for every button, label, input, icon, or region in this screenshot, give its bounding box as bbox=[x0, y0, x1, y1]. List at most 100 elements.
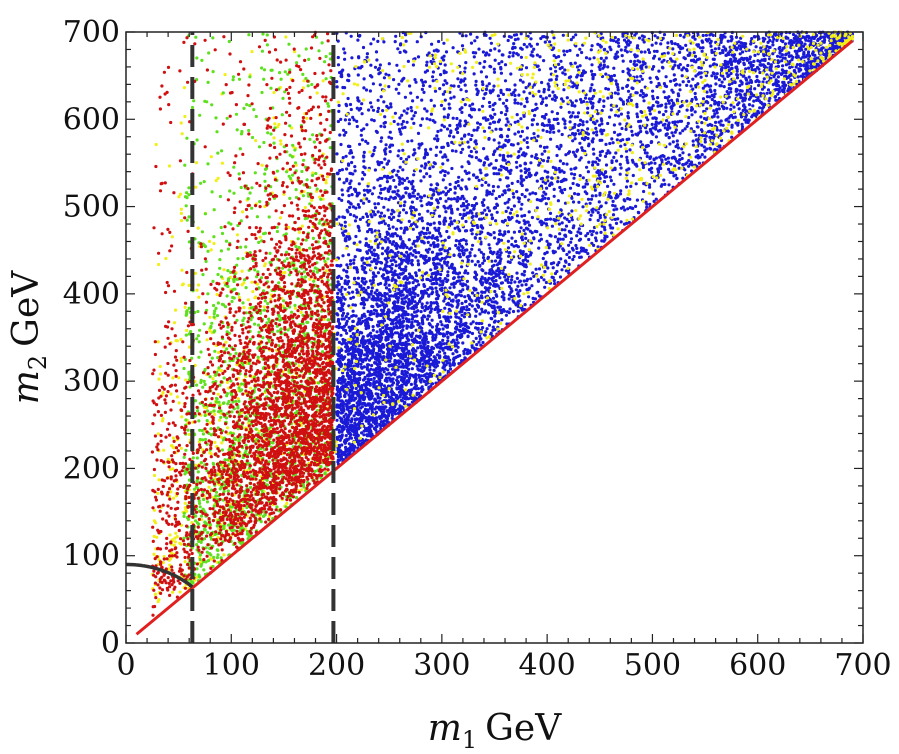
scatter-point bbox=[667, 183, 671, 187]
scatter-point bbox=[464, 242, 469, 246]
scatter-point bbox=[475, 321, 479, 325]
scatter-point bbox=[519, 46, 523, 50]
scatter-point bbox=[450, 140, 454, 144]
scatter-point bbox=[671, 134, 675, 138]
scatter-point bbox=[335, 80, 339, 84]
scatter-point bbox=[440, 123, 444, 127]
scatter-point bbox=[568, 186, 573, 190]
scatter-point bbox=[460, 106, 464, 110]
scatter-point bbox=[574, 33, 578, 37]
scatter-point bbox=[366, 285, 370, 290]
scatter-point bbox=[380, 136, 384, 140]
scatter-point bbox=[455, 327, 459, 331]
scatter-point bbox=[606, 184, 610, 188]
scatter-point bbox=[720, 80, 724, 84]
scatter-point bbox=[397, 127, 402, 131]
scatter-point bbox=[595, 130, 599, 134]
scatter-point bbox=[598, 150, 603, 154]
scatter-point bbox=[793, 49, 797, 53]
scatter-point bbox=[778, 86, 782, 90]
scatter-point bbox=[482, 163, 486, 167]
scatter-point bbox=[646, 48, 651, 52]
scatter-point bbox=[451, 352, 455, 356]
scatter-point bbox=[490, 305, 494, 309]
scatter-point bbox=[731, 116, 735, 120]
scatter-point bbox=[454, 149, 458, 153]
scatter-point bbox=[406, 139, 410, 143]
scatter-point bbox=[563, 122, 567, 126]
scatter-point bbox=[633, 55, 638, 59]
scatter-point bbox=[784, 53, 788, 57]
scatter-point bbox=[523, 303, 527, 307]
scatter-point bbox=[576, 128, 580, 133]
scatter-point bbox=[370, 363, 374, 368]
scatter-point bbox=[563, 126, 567, 130]
scatter-point bbox=[336, 119, 340, 124]
scatter-point bbox=[516, 284, 520, 288]
scatter-point bbox=[357, 182, 361, 186]
scatter-point bbox=[804, 38, 808, 42]
scatter-point bbox=[411, 153, 415, 157]
scatter-point bbox=[505, 109, 509, 113]
scatter-point bbox=[566, 151, 571, 155]
scatter-point bbox=[523, 232, 527, 236]
scatter-point bbox=[576, 115, 580, 119]
scatter-point bbox=[649, 80, 653, 84]
scatter-point bbox=[739, 47, 743, 51]
scatter-point bbox=[363, 377, 367, 381]
scatter-point bbox=[419, 199, 423, 203]
scatter-point bbox=[734, 65, 738, 69]
scatter-point bbox=[349, 107, 353, 112]
scatter-point bbox=[470, 215, 474, 219]
scatter-point bbox=[342, 133, 346, 137]
scatter-point bbox=[361, 319, 365, 323]
scatter-point bbox=[365, 214, 370, 219]
scatter-point bbox=[397, 149, 401, 153]
scatter-point bbox=[510, 181, 514, 185]
scatter-point bbox=[565, 252, 569, 257]
scatter-point bbox=[432, 368, 436, 372]
scatter-point bbox=[680, 74, 684, 78]
scatter-point bbox=[602, 99, 606, 103]
scatter-point bbox=[345, 263, 349, 267]
scatter-point bbox=[727, 120, 731, 124]
scatter-point bbox=[762, 53, 766, 57]
scatter-point bbox=[479, 337, 483, 341]
scatter-point bbox=[558, 275, 563, 279]
scatter-point bbox=[362, 277, 366, 281]
scatter-point bbox=[577, 227, 581, 231]
scatter-point bbox=[337, 274, 341, 278]
scatter-point bbox=[516, 119, 520, 123]
scatter-point bbox=[341, 311, 346, 315]
scatter-point bbox=[440, 283, 444, 287]
scatter-point bbox=[356, 224, 360, 228]
scatter-point bbox=[357, 443, 361, 447]
scatter-point bbox=[470, 203, 474, 208]
scatter-point bbox=[588, 89, 592, 93]
scatter-point bbox=[589, 213, 593, 217]
scatter-point bbox=[426, 240, 430, 244]
scatter-point bbox=[747, 97, 752, 101]
scatter-point bbox=[615, 207, 619, 211]
scatter-point bbox=[544, 181, 548, 185]
scatter-point bbox=[715, 107, 719, 111]
scatter-point bbox=[364, 419, 368, 423]
scatter-point bbox=[493, 112, 497, 116]
scatter-point bbox=[626, 67, 630, 71]
scatter-point bbox=[359, 106, 363, 111]
scatter-point bbox=[425, 109, 429, 113]
scatter-point bbox=[653, 161, 657, 165]
scatter-point bbox=[475, 202, 479, 206]
scatter-point bbox=[700, 39, 704, 43]
scatter-point bbox=[515, 276, 520, 280]
scatter-point bbox=[443, 351, 447, 355]
scatter-point bbox=[805, 34, 809, 39]
scatter-point bbox=[558, 185, 562, 190]
scatter-point bbox=[527, 223, 532, 227]
scatter-point bbox=[608, 175, 613, 179]
scatter-point bbox=[595, 133, 599, 137]
scatter-point bbox=[535, 139, 539, 143]
scatter-point bbox=[523, 170, 528, 175]
scatter-point bbox=[498, 248, 502, 252]
scatter-point bbox=[466, 160, 470, 164]
